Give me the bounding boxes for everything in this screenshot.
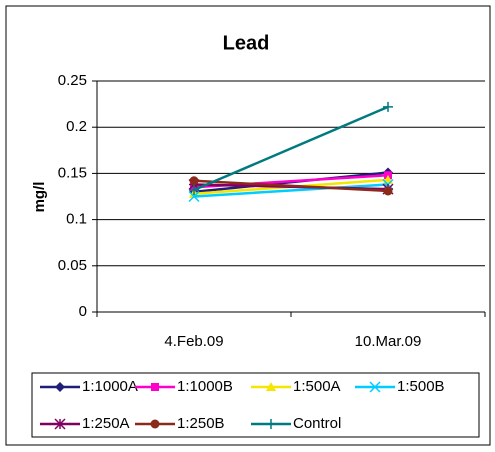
legend-label: 1:1000A [82, 378, 138, 395]
y-tick-label: 0 [79, 303, 87, 320]
chart-border [5, 5, 491, 446]
marker [266, 419, 276, 429]
legend-label: 1:500A [293, 378, 341, 395]
marker [383, 186, 393, 196]
series-line [193, 179, 389, 193]
marker [151, 383, 159, 391]
marker [383, 101, 393, 112]
x-tick-label: 4.Feb.09 [164, 333, 223, 350]
series-line [193, 183, 389, 198]
marker [189, 185, 199, 196]
marker [266, 382, 276, 391]
x-tick-label: 10.Mar.09 [355, 333, 422, 350]
series-line [193, 105, 389, 192]
legend-label: 1:1000B [177, 378, 233, 395]
marker [150, 419, 160, 429]
marker [55, 382, 65, 392]
y-tick-label: 0.25 [58, 72, 87, 89]
y-tick-label: 0.05 [58, 257, 87, 274]
y-tick-label: 0.15 [58, 164, 87, 181]
legend-entry: 1:1000B [135, 378, 233, 395]
marker [189, 176, 199, 186]
legend-entry: 1:500A [251, 378, 341, 395]
marker [188, 190, 200, 203]
legend-label: 1:250A [82, 415, 130, 432]
legend-label: 1:250B [177, 415, 225, 432]
legend-entry: Control [251, 415, 341, 432]
legend-box [31, 372, 480, 438]
marker [369, 381, 381, 393]
marker [54, 418, 66, 430]
legend-entry: 1:1000A [40, 378, 138, 395]
legend-entry: 1:250B [135, 415, 225, 432]
legend-label: 1:500B [397, 378, 445, 395]
legend-label: Control [293, 415, 341, 432]
legend-entry: 1:500B [355, 378, 445, 395]
legend-entry: 1:250A [40, 415, 130, 432]
y-axis-label: mg/l [31, 182, 48, 213]
y-tick-label: 0.2 [66, 118, 87, 135]
y-tick-label: 0.1 [66, 211, 87, 228]
chart-title: Lead [223, 32, 270, 54]
